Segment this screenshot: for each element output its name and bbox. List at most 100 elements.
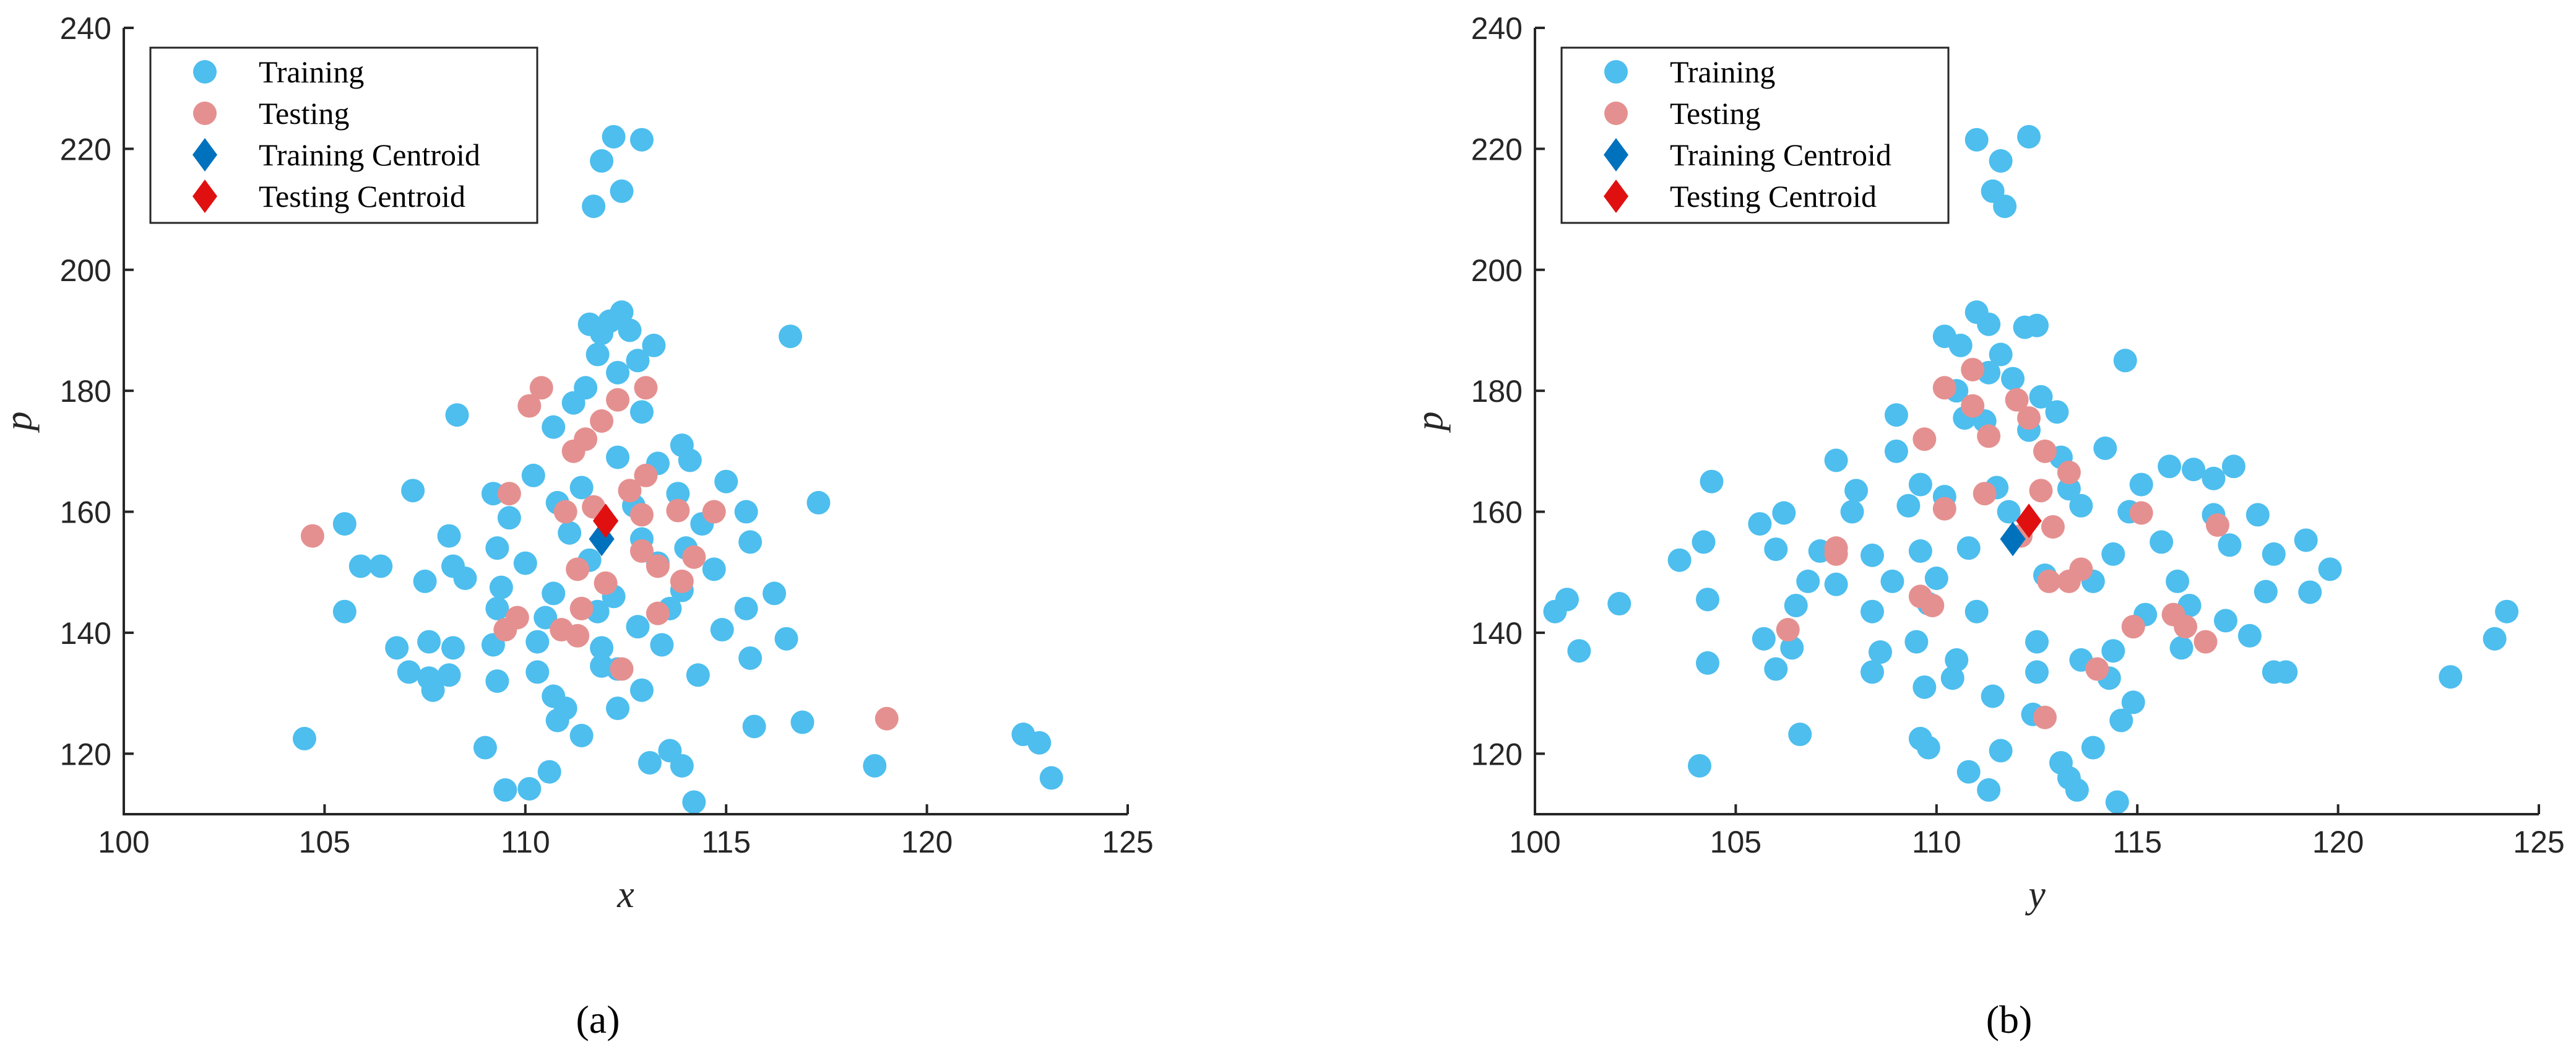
training-point: [1940, 666, 1964, 690]
y-tick-label: 220: [60, 132, 111, 167]
training-point: [1824, 572, 1848, 596]
training-point: [1977, 778, 2001, 802]
training-point: [590, 149, 614, 173]
testing-point: [1824, 536, 1848, 560]
training-point: [1904, 630, 1929, 654]
training-point: [2113, 349, 2137, 373]
training-point: [517, 776, 542, 801]
testing-centroid-legend-marker: [1604, 180, 1628, 213]
training-point: [618, 318, 642, 342]
training-point: [734, 596, 758, 620]
training-point: [629, 128, 654, 152]
training-point: [626, 349, 650, 373]
testing-point: [569, 596, 594, 620]
training-point: [2439, 665, 2463, 689]
testing-point: [2041, 515, 2065, 539]
training-point: [586, 342, 610, 367]
testing-point: [2029, 479, 2053, 503]
training-point: [2057, 477, 2081, 501]
testing-legend-marker: [193, 102, 217, 125]
training-point: [2109, 708, 2133, 732]
training-point: [2237, 623, 2262, 648]
legend-label: Training: [259, 54, 364, 89]
testing-point: [629, 539, 654, 563]
training-point: [1993, 194, 2017, 219]
training-point: [2129, 472, 2153, 497]
training-point: [2182, 458, 2206, 482]
training-point: [2001, 367, 2025, 391]
testing-point: [2017, 406, 2041, 430]
training-legend-marker: [1604, 60, 1628, 84]
training-point: [2495, 599, 2519, 623]
training-point: [2245, 503, 2270, 527]
training-point: [1692, 530, 1716, 554]
training-point: [2294, 528, 2318, 552]
training-point: [863, 754, 887, 778]
testing-point: [2037, 569, 2061, 593]
testing-point: [497, 482, 521, 506]
training-point: [582, 194, 606, 219]
testing-point: [2057, 461, 2081, 485]
y-axis-label: p: [1409, 412, 1451, 433]
training-point: [1956, 760, 1981, 784]
training-point: [445, 403, 469, 427]
training-point: [1788, 723, 1812, 747]
training-point: [606, 360, 630, 384]
training-point: [397, 660, 421, 684]
training-point: [1924, 567, 1948, 590]
training-point: [545, 708, 569, 732]
training-point: [606, 697, 630, 721]
training-point: [590, 321, 614, 345]
testing-point: [2205, 513, 2229, 537]
legend-label: Testing: [1670, 96, 1760, 131]
training-point: [738, 530, 763, 554]
testing-point: [670, 569, 694, 593]
testing-point: [682, 545, 706, 569]
y-tick-label: 200: [1471, 253, 1523, 288]
training-point: [542, 415, 566, 439]
training-point: [650, 633, 674, 657]
training-point: [1667, 548, 1692, 572]
training-point: [1860, 599, 1884, 623]
testing-point: [1977, 424, 2001, 448]
training-point: [2101, 542, 2125, 566]
testing-legend-marker: [1604, 102, 1628, 125]
testing-point: [1776, 618, 1800, 642]
training-point: [629, 678, 654, 702]
testing-point: [2193, 630, 2218, 654]
testing-point: [1973, 482, 1997, 506]
testing-point: [610, 657, 634, 681]
x-axis-label: y: [2025, 874, 2046, 916]
training-point: [1908, 472, 1932, 497]
testing-point: [634, 376, 658, 400]
training-point: [2298, 580, 2322, 604]
testing-point: [590, 409, 614, 433]
testing-point: [493, 618, 517, 642]
training-point: [1981, 684, 2005, 708]
training-point: [2483, 627, 2507, 651]
scatter-plot-b: 100 105 110 115 120 125120140160180200220240 …: [1409, 11, 2565, 1041]
training-point: [1752, 627, 1776, 651]
y-tick-label: 140: [1471, 616, 1523, 651]
y-tick-label: 240: [1471, 11, 1523, 46]
training-point: [574, 376, 598, 400]
testing-point: [2005, 388, 2029, 412]
training-point: [806, 490, 831, 515]
training-point: [678, 448, 702, 472]
testing-point: [594, 571, 618, 595]
x-tick-label: 105: [1710, 825, 1761, 859]
training-point: [2218, 533, 2242, 557]
training-point: [1567, 639, 1591, 663]
x-tick-label: 125: [2513, 825, 2564, 859]
x-tick-label: 105: [299, 825, 350, 859]
training-point: [1772, 501, 1796, 525]
x-tick-label: 120: [2312, 825, 2364, 859]
training-point: [453, 567, 477, 590]
training-point: [642, 333, 666, 357]
training-point: [473, 736, 497, 760]
testing-point: [618, 479, 642, 503]
training-point: [1948, 333, 1973, 357]
y-tick-label: 160: [1471, 495, 1523, 530]
training-point: [2274, 660, 2298, 684]
training-point: [1964, 599, 1989, 623]
